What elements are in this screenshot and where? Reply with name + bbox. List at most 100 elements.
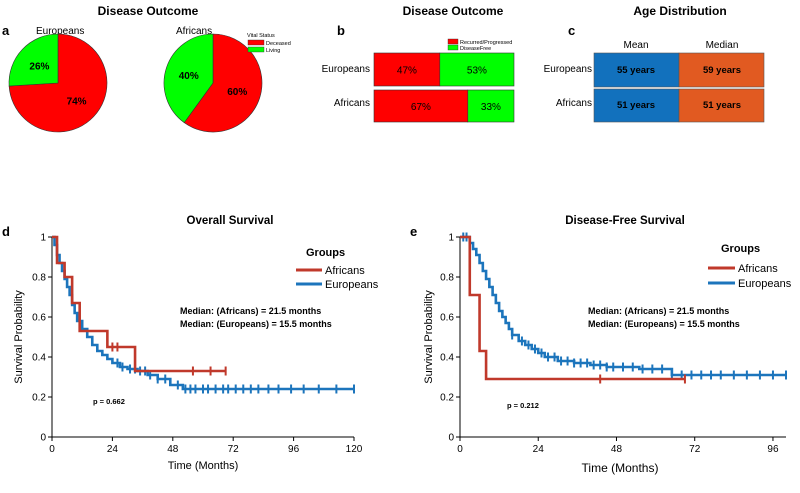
panel-e-y-tick-label: 1: [448, 233, 454, 244]
panel-d-y-tick-label: 0.8: [32, 273, 46, 284]
age-row-label-europeans: Europeans: [544, 64, 592, 75]
panel-e-curve-europeans: [460, 235, 786, 377]
panel-letter-e: e: [410, 224, 417, 239]
pie-europeans-label-living: 26%: [29, 62, 49, 73]
pie-africans: 60% 40%: [163, 33, 263, 133]
age-cell-europeans-median: [678, 52, 765, 88]
pie-europeans: 74% 26%: [8, 33, 108, 133]
bar-label-africans-recurred: 67%: [411, 102, 431, 113]
panel-c-title: Age Distribution: [633, 4, 726, 18]
age-value-africans-median: 51 years: [703, 100, 741, 111]
panel-a-title: Disease Outcome: [98, 4, 199, 18]
legend-swatch-living: [247, 46, 265, 53]
panel-e-x-tick-label: 0: [457, 444, 463, 455]
panel-e-legend-label-africans: Africans: [738, 263, 778, 275]
pie-africans-slice-deceased: [183, 33, 263, 133]
age-value-europeans-median: 59 years: [703, 65, 741, 76]
legend-label-deceased: Deceased: [266, 41, 291, 47]
panel-d-y-tick-label: 1: [40, 233, 46, 244]
panel-d-x-tick-label: 120: [346, 444, 363, 455]
panel-d: Overall Survival Survival Probability Ti…: [13, 215, 379, 472]
panel-e-median-europeans: Median: (Europeans) = 15.5 months: [588, 319, 740, 329]
panel-d-title: Overall Survival: [187, 215, 274, 227]
panel-d-legend-title: Groups: [306, 247, 345, 259]
panel-e: Disease-Free Survival Survival Probabili…: [423, 215, 792, 475]
panel-e-y-tick-label: 0.8: [440, 273, 454, 284]
panel-e-x-tick-label: 96: [767, 444, 779, 455]
panel-e-legend-title: Groups: [721, 243, 760, 255]
age-value-africans-mean: 51 years: [617, 100, 655, 111]
panel-e-x-tick-label: 24: [533, 444, 545, 455]
legend-swatch-recurred: [447, 38, 459, 45]
km-plot-disease-free: 0 24 48 72 96 0 0.2 0.4 0.6 0.8 1: [440, 232, 787, 455]
panel-e-median-africans: Median: (Africans) = 21.5 months: [588, 306, 729, 316]
pie-africans-label-living: 40%: [179, 71, 199, 82]
bar-row-label-europeans: Europeans: [322, 64, 370, 75]
km-plot-overall: 0 24 48 72 96 120 0 0.2 0.4 0.6 0.8 1: [32, 233, 363, 456]
panel-e-title: Disease-Free Survival: [565, 215, 685, 227]
vital-status-legend-title: Vital Status: [247, 33, 275, 39]
panel-d-y-tick-label: 0.2: [32, 393, 46, 404]
panel-d-legend-label-europeans: Europeans: [325, 279, 379, 291]
panel-e-xlabel: Time (Months): [582, 461, 659, 475]
panel-e-y-tick-label: 0.2: [440, 393, 454, 404]
bar-africans-diseasefree: [467, 89, 515, 123]
age-value-europeans-mean: 55 years: [617, 65, 655, 76]
panel-d-xlabel: Time (Months): [168, 460, 239, 472]
pie-europeans-label: Europeans: [36, 26, 84, 37]
pie-africans-label: Africans: [176, 26, 212, 37]
age-col-mean: Mean: [623, 40, 648, 51]
panel-d-median-africans: Median: (Africans) = 21.5 months: [180, 306, 321, 316]
panel-letter-b: b: [337, 23, 345, 38]
panel-e-y-tick-label: 0.6: [440, 313, 454, 324]
panel-d-ylabel: Survival Probability: [13, 290, 25, 384]
bar-europeans-diseasefree: [439, 52, 515, 87]
panel-a: Disease Outcome Europeans Africans 74% 26…: [8, 4, 291, 133]
pie-europeans-label-deceased: 74%: [67, 96, 87, 107]
panel-e-x-tick-label: 48: [611, 444, 623, 455]
panel-e-y-tick-label: 0.4: [440, 353, 454, 364]
pie-africans-slice-living: [163, 33, 214, 124]
panel-e-y-tick-label: 0: [448, 433, 454, 444]
age-row-label-africans: Africans: [556, 98, 592, 109]
panel-e-curve-africans: [460, 235, 685, 381]
panel-e-legend-label-europeans: Europeans: [738, 278, 792, 290]
legend-label-recurred: Recurred/Progressed: [460, 40, 512, 46]
panel-d-y-tick-label: 0: [40, 433, 46, 444]
legend-swatch-deceased: [247, 39, 265, 46]
panel-d-x-tick-label: 96: [288, 444, 300, 455]
age-cell-africans-median: [678, 88, 765, 123]
bar-row-label-africans: Africans: [334, 98, 370, 109]
panel-letter-d: d: [2, 224, 10, 239]
panel-c: Age Distribution Mean Median Europeans A…: [544, 4, 765, 123]
legend-label-diseasefree: DiseaseFree: [460, 46, 491, 52]
panel-b: Disease Outcome Recurred/Progressed Dise…: [322, 4, 515, 123]
panel-b-title: Disease Outcome: [403, 4, 504, 18]
panel-letter-a: a: [2, 23, 10, 38]
legend-label-living: Living: [266, 48, 280, 54]
pie-europeans-slice-living: [8, 33, 59, 87]
panel-d-pvalue: p = 0.662: [93, 397, 125, 406]
panel-e-x-tick-label: 72: [689, 444, 701, 455]
stacked-bars: 47% 53% 67% 33%: [373, 52, 515, 123]
panel-d-y-tick-label: 0.6: [32, 313, 46, 324]
panel-d-x-tick-label: 48: [167, 444, 179, 455]
age-cell-africans-mean: [593, 88, 680, 123]
panel-letter-c: c: [568, 23, 575, 38]
panel-d-x-tick-label: 72: [228, 444, 240, 455]
panel-d-legend-label-africans: Africans: [325, 265, 365, 277]
panel-d-x-tick-label: 24: [107, 444, 119, 455]
bar-label-europeans-diseasefree: 53%: [467, 66, 487, 77]
bar-label-africans-diseasefree: 33%: [481, 102, 501, 113]
panel-d-x-tick-label: 0: [49, 444, 55, 455]
panel-d-curve-africans: [52, 235, 226, 373]
legend-swatch-diseasefree: [447, 44, 459, 51]
panel-e-pvalue: p = 0.212: [507, 401, 539, 410]
pie-africans-label-deceased: 60%: [227, 87, 247, 98]
panel-d-y-tick-label: 0.4: [32, 353, 46, 364]
panel-d-median-europeans: Median: (Europeans) = 15.5 months: [180, 319, 332, 329]
panel-e-ylabel: Survival Probability: [423, 290, 435, 384]
bar-label-europeans-recurred: 47%: [397, 66, 417, 77]
bar-europeans-recurred: [373, 52, 441, 87]
